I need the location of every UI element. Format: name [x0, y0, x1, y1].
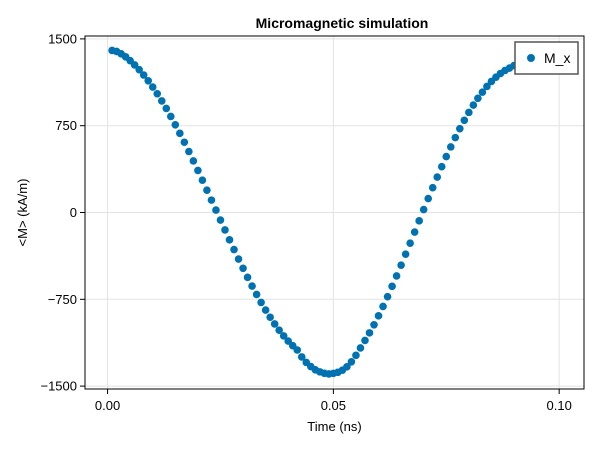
- data-point: [406, 239, 414, 247]
- data-point: [370, 320, 378, 329]
- data-point: [442, 152, 451, 161]
- data-point: [388, 282, 396, 291]
- data-point: [203, 186, 211, 194]
- data-point: [230, 245, 238, 254]
- axis-ticks: 0.00 0.05 0.10 −1500 −750 0 750 1500: [40, 31, 571, 413]
- data-point: [460, 116, 469, 125]
- data-point: [144, 76, 153, 85]
- data-point: [293, 346, 302, 354]
- data-point: [361, 336, 369, 345]
- legend-marker: [527, 54, 535, 62]
- data-point: [270, 320, 279, 328]
- data-point: [352, 351, 360, 360]
- data-point: [446, 143, 455, 151]
- data-point: [451, 133, 460, 142]
- y-tick-label: 1500: [48, 31, 77, 46]
- legend-box: [514, 41, 579, 75]
- data-point: [257, 298, 265, 307]
- data-point: [139, 71, 148, 79]
- data-point: [347, 358, 356, 366]
- data-point: [365, 329, 374, 337]
- y-tick-label: 0: [70, 205, 77, 220]
- data-point: [234, 255, 243, 263]
- data-point: [207, 196, 216, 204]
- legend: M_x: [514, 41, 579, 75]
- data-point: [243, 273, 252, 282]
- data-point: [433, 173, 442, 181]
- data-point: [465, 108, 473, 117]
- data-point: [176, 129, 184, 138]
- x-axis-label: Time (ns): [307, 419, 361, 434]
- data-point: [180, 138, 189, 147]
- data-point: [419, 205, 428, 214]
- data-point: [343, 362, 351, 371]
- data-point: [356, 344, 365, 352]
- data-point: [148, 83, 157, 91]
- data-point: [157, 97, 166, 105]
- data-point: [410, 228, 419, 236]
- data-point: [415, 217, 423, 225]
- data-point: [392, 272, 401, 280]
- data-point: [397, 261, 405, 269]
- data-point: [279, 332, 288, 340]
- data-point: [185, 147, 193, 156]
- data-point: [162, 104, 171, 113]
- data-point: [153, 89, 162, 98]
- data-point: [266, 313, 274, 322]
- data-point: [456, 124, 464, 133]
- data-point: [478, 88, 487, 96]
- data-point: [275, 326, 283, 335]
- data-point: [221, 226, 229, 234]
- data-point: [252, 290, 261, 299]
- chart-title: Micromagnetic simulation: [256, 15, 429, 31]
- y-axis-label: <M> (kA/m): [15, 179, 30, 247]
- data-point: [374, 312, 383, 320]
- data-point: [212, 206, 220, 214]
- data-point: [194, 166, 202, 175]
- legend-entry-label: M_x: [544, 50, 570, 66]
- data-point: [248, 282, 256, 290]
- data-point: [474, 94, 482, 103]
- data-point: [379, 302, 387, 311]
- data-point: [171, 120, 180, 129]
- data-point: [216, 216, 225, 224]
- data-point: [483, 82, 491, 91]
- data-point: [189, 157, 198, 165]
- data-point: [297, 353, 306, 361]
- data-point: [198, 176, 207, 185]
- data-point: [424, 194, 433, 203]
- data-point: [469, 101, 478, 109]
- data-point: [167, 112, 175, 121]
- data-point: [225, 236, 234, 244]
- data-point: [383, 292, 392, 301]
- data-point: [437, 162, 446, 171]
- x-tick-label: 0.00: [95, 398, 120, 413]
- data-point: [401, 250, 410, 258]
- data-point: [130, 61, 139, 69]
- x-tick-label: 0.10: [547, 398, 572, 413]
- x-tick-label: 0.05: [321, 398, 346, 413]
- data-point: [135, 65, 143, 74]
- y-tick-label: −1500: [40, 379, 77, 394]
- data-point: [261, 306, 270, 314]
- grid: [85, 36, 584, 389]
- y-tick-label: 750: [55, 118, 77, 133]
- data-point: [239, 264, 247, 273]
- data-point: [428, 183, 437, 192]
- y-tick-label: −750: [48, 292, 77, 307]
